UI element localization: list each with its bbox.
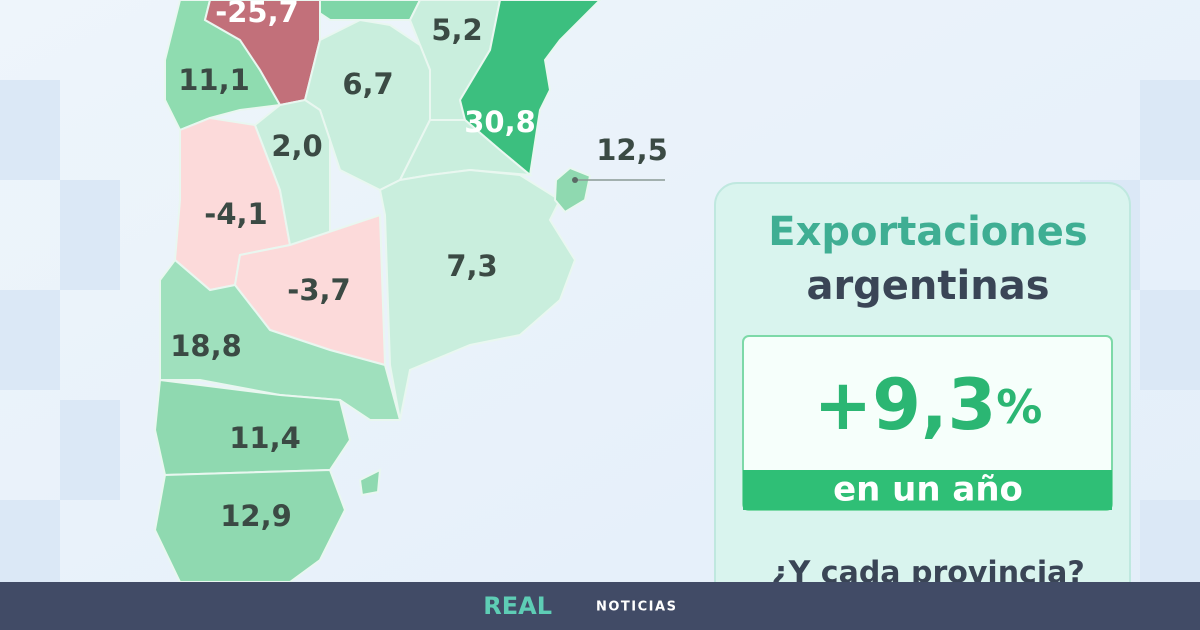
- province-value: 12,9: [220, 499, 292, 533]
- map: [153, 0, 665, 583]
- caba: [553, 166, 592, 214]
- province-value: 30,8: [464, 105, 536, 139]
- info-panel: Exportaciones argentinas +9,3% en un año…: [714, 182, 1131, 614]
- province: [378, 168, 577, 421]
- province: [458, 0, 602, 177]
- footer: REAL NOTICIAS: [0, 582, 1200, 630]
- map-labels: -25,7 5,2 11,1 6,7 30,8 2,0 12,5 -4,1 7,…: [170, 0, 668, 533]
- province: [253, 98, 331, 246]
- headline-unit: %: [996, 380, 1042, 434]
- province-value: 11,1: [178, 63, 250, 97]
- panel-title: Exportaciones: [768, 209, 1087, 255]
- province-value: -25,7: [215, 0, 299, 29]
- section: NOTICIAS: [596, 600, 677, 615]
- headline-value: +9,3: [814, 364, 997, 446]
- caba-dot: [572, 177, 578, 183]
- province-value: -3,7: [287, 273, 350, 307]
- province: [153, 378, 352, 477]
- province-value: 18,8: [170, 329, 242, 363]
- province: [153, 468, 347, 583]
- province-value: 2,0: [271, 129, 322, 163]
- province-value: 5,2: [431, 13, 482, 47]
- province-value: 12,5: [596, 133, 668, 167]
- headline: +9,3%: [814, 364, 1043, 446]
- province-value: 6,7: [342, 67, 393, 101]
- province: [159, 258, 402, 421]
- province-value: -4,1: [204, 197, 267, 231]
- province-value: 7,3: [446, 249, 497, 283]
- province-value: 11,4: [229, 421, 301, 455]
- footer-bar: [0, 582, 1200, 630]
- panel-subtitle: argentinas: [806, 263, 1049, 309]
- island: [358, 468, 382, 497]
- subline: en un año: [833, 470, 1023, 510]
- subline-bar: [743, 470, 1112, 510]
- brand: REAL: [483, 592, 552, 620]
